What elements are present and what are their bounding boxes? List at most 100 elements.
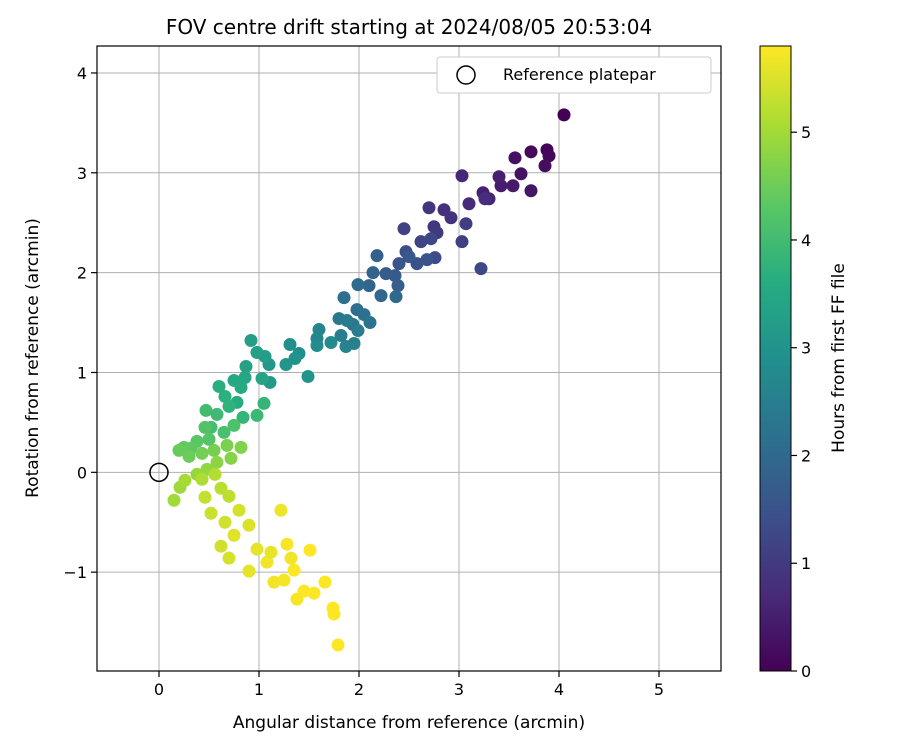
data-point <box>208 467 222 481</box>
reference-marker <box>149 462 169 483</box>
data-point <box>182 449 196 463</box>
data-point <box>557 108 571 122</box>
data-point <box>217 425 231 439</box>
data-point <box>202 432 216 446</box>
data-point <box>204 506 218 520</box>
data-point <box>227 418 241 432</box>
data-point <box>397 222 411 236</box>
data-point <box>389 290 403 304</box>
data-point <box>277 573 291 587</box>
data-point <box>199 403 213 417</box>
colorbar-tick-label: 0 <box>801 662 811 681</box>
legend-marker <box>456 65 476 85</box>
colorbar-tick-label: 3 <box>801 339 811 358</box>
data-point <box>222 399 236 413</box>
data-point <box>290 592 304 606</box>
data-point <box>210 455 224 469</box>
y-tick-label: 2 <box>77 264 87 283</box>
data-point <box>351 278 365 292</box>
axis-ticks: 0 1 2 3 4 5 −1 0 1 2 3 4 <box>63 64 664 699</box>
grid <box>97 46 721 671</box>
data-point <box>250 408 264 422</box>
x-tick-label: 0 <box>154 680 164 699</box>
data-point <box>178 473 192 487</box>
chart-title: FOV centre drift starting at 2024/08/05 … <box>166 15 652 39</box>
data-point <box>234 380 248 394</box>
data-point <box>198 420 212 434</box>
data-point <box>198 490 212 504</box>
data-point <box>267 575 281 589</box>
data-point <box>392 257 406 271</box>
data-point <box>402 250 416 264</box>
data-point <box>260 555 274 569</box>
data-point <box>255 371 269 385</box>
data-point <box>318 575 332 589</box>
data-point <box>506 179 520 193</box>
data-point <box>227 528 241 542</box>
data-point <box>224 451 238 465</box>
colorbar-tick-label: 5 <box>801 123 811 142</box>
legend-entry: Reference platepar <box>503 65 656 84</box>
y-tick-label: 0 <box>77 463 87 482</box>
data-point <box>242 564 256 578</box>
data-point <box>212 379 226 393</box>
x-tick-label: 1 <box>254 680 264 699</box>
data-point <box>327 607 341 621</box>
data-point <box>324 336 338 350</box>
data-point <box>244 334 258 348</box>
data-point <box>222 551 236 565</box>
legend: Reference platepar <box>436 56 712 94</box>
data-point <box>303 543 317 557</box>
data-point <box>331 638 345 652</box>
colorbar-tick-label: 1 <box>801 554 811 573</box>
colorbar-ticks: 0 1 2 3 4 5 <box>791 123 811 681</box>
data-point <box>287 563 301 577</box>
data-point <box>222 489 236 503</box>
data-point <box>339 340 353 354</box>
data-point <box>542 149 556 163</box>
data-point <box>414 235 428 249</box>
data-point <box>455 169 469 183</box>
colorbar-label: Hours from first FF file <box>829 263 849 453</box>
data-point <box>274 503 288 517</box>
y-tick-label: 4 <box>77 64 87 83</box>
data-point <box>424 232 438 246</box>
data-point <box>538 159 552 173</box>
data-point <box>524 145 538 159</box>
data-point <box>462 197 476 211</box>
data-point <box>220 438 234 452</box>
colorbar-tick-label: 2 <box>801 446 811 465</box>
reference-platepar-marker <box>149 462 169 483</box>
data-point <box>172 443 186 457</box>
y-axis-label: Rotation from reference (arcmin) <box>23 218 43 498</box>
colorbar: 0 1 2 3 4 5 Hours from first FF file <box>759 45 849 681</box>
data-point <box>238 370 252 384</box>
data-point <box>210 407 224 421</box>
data-point <box>524 184 538 198</box>
data-point <box>218 389 232 403</box>
y-tick-label: 3 <box>77 164 87 183</box>
data-point <box>239 359 253 373</box>
data-point <box>195 446 209 460</box>
data-point <box>207 443 221 457</box>
data-point <box>363 316 377 330</box>
data-point <box>362 279 376 293</box>
legend-box <box>436 56 712 94</box>
data-point <box>508 151 522 165</box>
x-tick-label: 4 <box>554 680 564 699</box>
data-point <box>370 249 384 263</box>
data-point <box>334 329 348 343</box>
y-tick-label: 1 <box>77 363 87 382</box>
data-points <box>167 108 571 652</box>
data-point <box>195 472 209 486</box>
data-point <box>279 357 293 371</box>
data-point <box>351 324 365 338</box>
x-tick-label: 3 <box>454 680 464 699</box>
x-tick-label: 5 <box>654 680 664 699</box>
data-point <box>250 346 264 360</box>
x-tick-label: 2 <box>354 680 364 699</box>
data-point <box>234 440 248 454</box>
data-point <box>422 201 436 215</box>
data-point <box>459 217 473 231</box>
